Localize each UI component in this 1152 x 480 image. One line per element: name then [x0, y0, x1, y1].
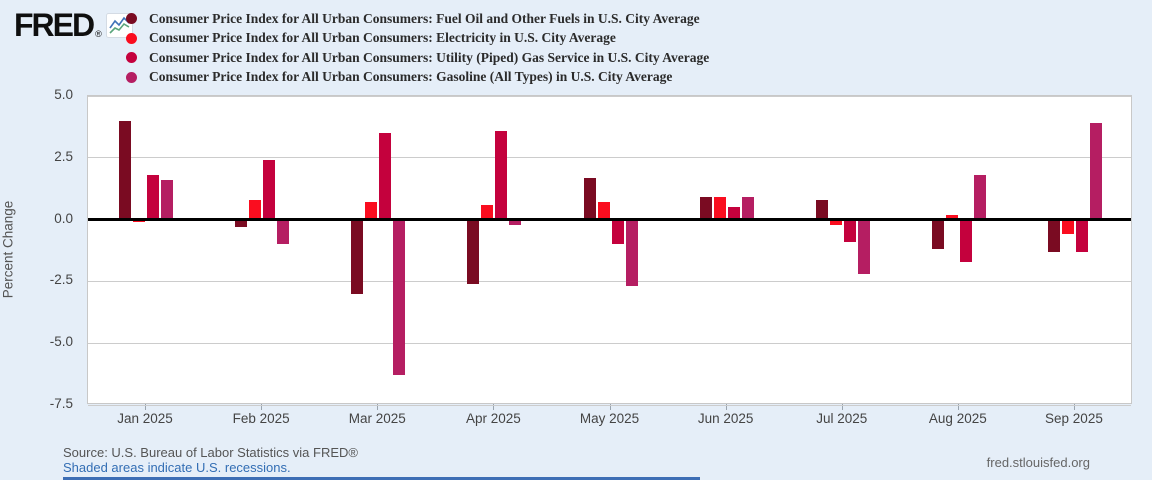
bar[interactable] [959, 219, 972, 262]
x-tick-label: Mar 2025 [348, 411, 406, 426]
bar[interactable] [857, 219, 870, 274]
bar[interactable] [161, 180, 174, 220]
bar[interactable] [625, 219, 638, 287]
legend-item: Consumer Price Index for All Urban Consu… [126, 48, 709, 68]
bar[interactable] [583, 177, 596, 220]
legend-label: Consumer Price Index for All Urban Consu… [149, 69, 673, 85]
x-tick-label: Jan 2025 [117, 411, 173, 426]
bar[interactable] [249, 199, 262, 220]
recession-note-link[interactable]: Shaded areas indicate U.S. recessions. [63, 460, 291, 475]
gridline [88, 342, 1131, 344]
bar[interactable] [815, 199, 828, 220]
x-tick-mark [493, 404, 495, 410]
zero-line [88, 218, 1131, 222]
x-tick-mark [145, 404, 147, 410]
bar[interactable] [263, 160, 276, 220]
x-tick-mark [841, 404, 843, 410]
source-note: Source: U.S. Bureau of Labor Statistics … [63, 445, 358, 460]
bar[interactable] [945, 214, 958, 220]
y-tick-label: -2.5 [49, 272, 73, 288]
bar[interactable] [1061, 219, 1074, 235]
bar[interactable] [727, 207, 740, 220]
y-axis: 5.0 2.5 0.0 -2.5 -5.0 -7.5 [0, 87, 73, 411]
bar[interactable] [509, 219, 522, 225]
bar[interactable] [597, 202, 610, 220]
legend-label: Consumer Price Index for All Urban Consu… [149, 10, 700, 26]
x-tick-label: Sep 2025 [1045, 411, 1103, 426]
bar[interactable] [973, 175, 986, 220]
bar[interactable] [235, 219, 248, 227]
y-tick-label: -5.0 [49, 334, 73, 350]
x-tick-mark [725, 404, 727, 410]
bar[interactable] [1047, 219, 1060, 252]
x-tick-mark [957, 404, 959, 410]
y-tick-label: 0.0 [54, 210, 73, 226]
x-tick-mark [261, 404, 263, 410]
legend-item: Consumer Price Index for All Urban Consu… [126, 9, 709, 29]
bar[interactable] [119, 120, 132, 220]
bar[interactable] [351, 219, 364, 294]
bar[interactable] [393, 219, 406, 376]
bar[interactable] [277, 219, 290, 245]
fred-logo-text: FRED [14, 7, 95, 43]
legend-dot-icon [126, 13, 137, 25]
x-tick-label: Apr 2025 [465, 411, 521, 426]
x-tick-label: Jun 2025 [697, 411, 754, 426]
bar[interactable] [365, 202, 378, 220]
bar[interactable] [931, 219, 944, 250]
legend-label: Consumer Price Index for All Urban Consu… [149, 49, 710, 65]
legend-dot-icon [126, 52, 137, 64]
bar[interactable] [495, 130, 508, 220]
registered-mark: ® [95, 29, 102, 39]
bottom-scrollbar[interactable] [63, 477, 700, 480]
legend-dot-icon [126, 71, 137, 83]
fred-logo[interactable]: FRED ® [14, 7, 133, 43]
legend-item: Consumer Price Index for All Urban Consu… [126, 29, 709, 49]
bar[interactable] [843, 219, 856, 242]
bar[interactable] [699, 197, 712, 220]
gridline [88, 280, 1131, 282]
y-tick-label: 2.5 [54, 148, 73, 164]
plot-area [87, 95, 1132, 406]
legend-item: Consumer Price Index for All Urban Consu… [126, 68, 709, 88]
fred-logo-chart-icon [105, 13, 133, 38]
x-tick-label: Aug 2025 [928, 411, 987, 426]
bar[interactable] [741, 197, 754, 220]
legend-label: Consumer Price Index for All Urban Consu… [149, 30, 616, 46]
x-tick-label: May 2025 [579, 411, 640, 426]
bar[interactable] [1075, 219, 1088, 252]
x-tick-mark [1073, 404, 1075, 410]
y-tick-label: 5.0 [54, 87, 73, 102]
bar[interactable] [1089, 123, 1102, 220]
fred-site-link[interactable]: fred.stlouisfed.org [986, 455, 1090, 470]
legend: Consumer Price Index for All Urban Consu… [126, 9, 709, 87]
x-tick-label: Jul 2025 [816, 411, 868, 426]
bar[interactable] [611, 219, 624, 245]
x-axis: Jan 2025 Feb 2025 Mar 2025 Apr 2025 May 2025… [87, 404, 1132, 434]
bar[interactable] [379, 133, 392, 220]
gridline [88, 95, 1131, 97]
bar[interactable] [467, 219, 480, 284]
x-tick-mark [377, 404, 379, 410]
y-tick-label: -7.5 [49, 396, 73, 411]
gridline [88, 404, 1131, 406]
bar[interactable] [481, 204, 494, 220]
legend-dot-icon [126, 32, 137, 44]
x-tick-label: Feb 2025 [232, 411, 290, 426]
gridline [88, 157, 1131, 159]
bar[interactable] [713, 197, 726, 220]
bar[interactable] [147, 175, 160, 220]
bar[interactable] [829, 219, 842, 225]
x-tick-mark [609, 404, 611, 410]
